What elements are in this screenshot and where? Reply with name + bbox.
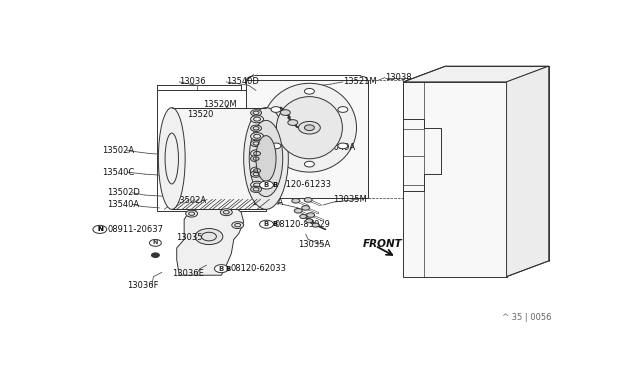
Ellipse shape [244, 108, 288, 209]
Text: 08120-62033: 08120-62033 [230, 264, 286, 273]
Circle shape [294, 208, 302, 213]
Text: N: N [153, 240, 158, 246]
Text: 13036F: 13036F [127, 281, 159, 290]
Circle shape [305, 125, 314, 131]
Circle shape [220, 209, 232, 216]
Text: 08120-61233: 08120-61233 [276, 180, 332, 189]
Text: 13520: 13520 [187, 110, 213, 119]
Text: 13035A: 13035A [298, 240, 330, 249]
Circle shape [260, 181, 273, 189]
Circle shape [251, 140, 262, 147]
Text: B: B [264, 182, 269, 188]
Circle shape [307, 213, 315, 217]
Circle shape [304, 198, 312, 202]
Polygon shape [403, 66, 548, 82]
Ellipse shape [158, 108, 185, 209]
Text: B: B [264, 221, 269, 227]
Circle shape [251, 186, 262, 192]
Circle shape [306, 219, 312, 223]
Circle shape [150, 240, 161, 246]
Text: 13038: 13038 [385, 73, 412, 82]
Text: 13035M: 13035M [333, 195, 367, 204]
Text: 13520M: 13520M [203, 100, 237, 109]
Circle shape [251, 150, 264, 157]
Ellipse shape [249, 121, 283, 197]
Circle shape [232, 222, 244, 228]
Ellipse shape [262, 83, 356, 172]
Circle shape [214, 264, 228, 273]
Circle shape [251, 171, 262, 177]
Circle shape [271, 107, 281, 112]
Ellipse shape [276, 97, 342, 159]
Circle shape [300, 215, 307, 218]
Circle shape [288, 120, 298, 125]
Text: 13036E: 13036E [172, 269, 204, 278]
Polygon shape [246, 80, 367, 198]
Circle shape [251, 181, 264, 189]
Circle shape [280, 110, 291, 115]
Text: 08120-83029: 08120-83029 [275, 220, 331, 229]
Circle shape [312, 223, 319, 227]
Circle shape [186, 210, 198, 217]
Text: 13049A: 13049A [251, 198, 284, 207]
Text: FRONT: FRONT [363, 239, 403, 249]
Circle shape [251, 115, 264, 123]
Text: N: N [97, 227, 103, 232]
Polygon shape [177, 205, 244, 275]
Text: 08911-20637: 08911-20637 [108, 225, 163, 234]
Circle shape [195, 228, 223, 244]
Circle shape [251, 167, 264, 174]
Polygon shape [403, 82, 507, 277]
Text: 13049A: 13049A [323, 143, 355, 152]
Text: 13502D: 13502D [108, 188, 140, 197]
Polygon shape [172, 108, 266, 209]
Text: 13540A: 13540A [108, 200, 140, 209]
Text: 13540D: 13540D [227, 77, 259, 86]
Circle shape [271, 143, 281, 149]
Text: B: B [272, 221, 278, 227]
Circle shape [305, 89, 314, 94]
Ellipse shape [256, 136, 276, 182]
Circle shape [93, 225, 107, 233]
Text: N: N [97, 227, 103, 232]
Circle shape [338, 107, 348, 112]
Text: 13540C: 13540C [102, 168, 134, 177]
Circle shape [251, 110, 262, 116]
Circle shape [292, 198, 300, 203]
Circle shape [260, 220, 273, 228]
Text: 13036: 13036 [179, 77, 206, 86]
Circle shape [301, 206, 310, 210]
Text: B: B [272, 182, 278, 188]
Circle shape [152, 253, 159, 257]
Circle shape [251, 132, 264, 140]
Circle shape [305, 161, 314, 167]
Circle shape [251, 155, 262, 162]
Text: B: B [226, 266, 231, 272]
Text: 13502A: 13502A [174, 196, 206, 205]
Text: ^ 35 | 0056: ^ 35 | 0056 [502, 313, 551, 322]
Text: 13502A: 13502A [102, 146, 134, 155]
Circle shape [298, 121, 320, 134]
Text: B: B [219, 266, 224, 272]
Polygon shape [507, 66, 548, 277]
Text: 13035: 13035 [176, 232, 202, 242]
Circle shape [251, 125, 262, 131]
Circle shape [338, 143, 348, 149]
Text: 13521M: 13521M [343, 77, 376, 86]
